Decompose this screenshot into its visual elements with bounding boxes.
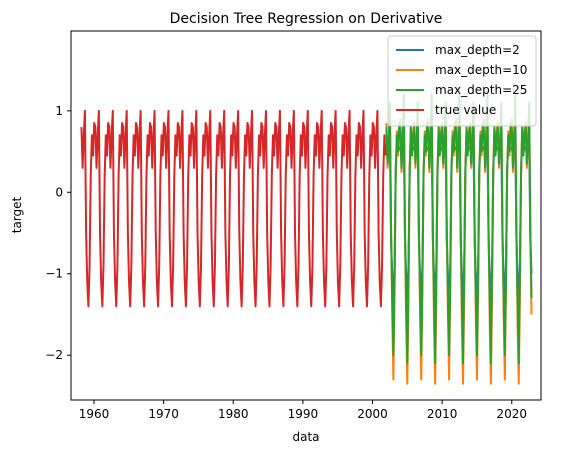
x-tick-label: 1990 [288, 407, 319, 421]
ticks: 1960 1970 1980 1990 2000 2010 2020 −2 −1 0 1 [45, 104, 527, 421]
legend: max_depth=2 max_depth=10 max_depth=25true … [387, 35, 537, 127]
legend-label: max_depth=2 [435, 43, 520, 57]
legend-label: true value [435, 103, 496, 117]
x-tick-label: 2020 [496, 407, 527, 421]
x-axis-label: data [292, 430, 319, 444]
chart-title: Decision Tree Regression on Derivative [170, 11, 443, 27]
legend-label: max_depth=25 [435, 83, 527, 97]
x-tick-label: 1960 [79, 407, 110, 421]
y-axis-label: target [10, 196, 24, 233]
legend-label: max_depth=10 [435, 63, 527, 77]
x-tick-label: 2010 [427, 407, 458, 421]
series-line-3 [80, 109, 387, 308]
x-tick-label: 1970 [148, 407, 179, 421]
axes-frame [70, 30, 542, 401]
legend-box [387, 35, 537, 127]
y-tick-label: 0 [55, 185, 63, 199]
y-tick-label: −2 [45, 348, 63, 362]
x-tick-label: 1980 [218, 407, 249, 421]
x-tick-label: 2000 [357, 407, 388, 421]
y-tick-label: −1 [45, 267, 63, 281]
y-tick-label: 1 [55, 104, 63, 118]
